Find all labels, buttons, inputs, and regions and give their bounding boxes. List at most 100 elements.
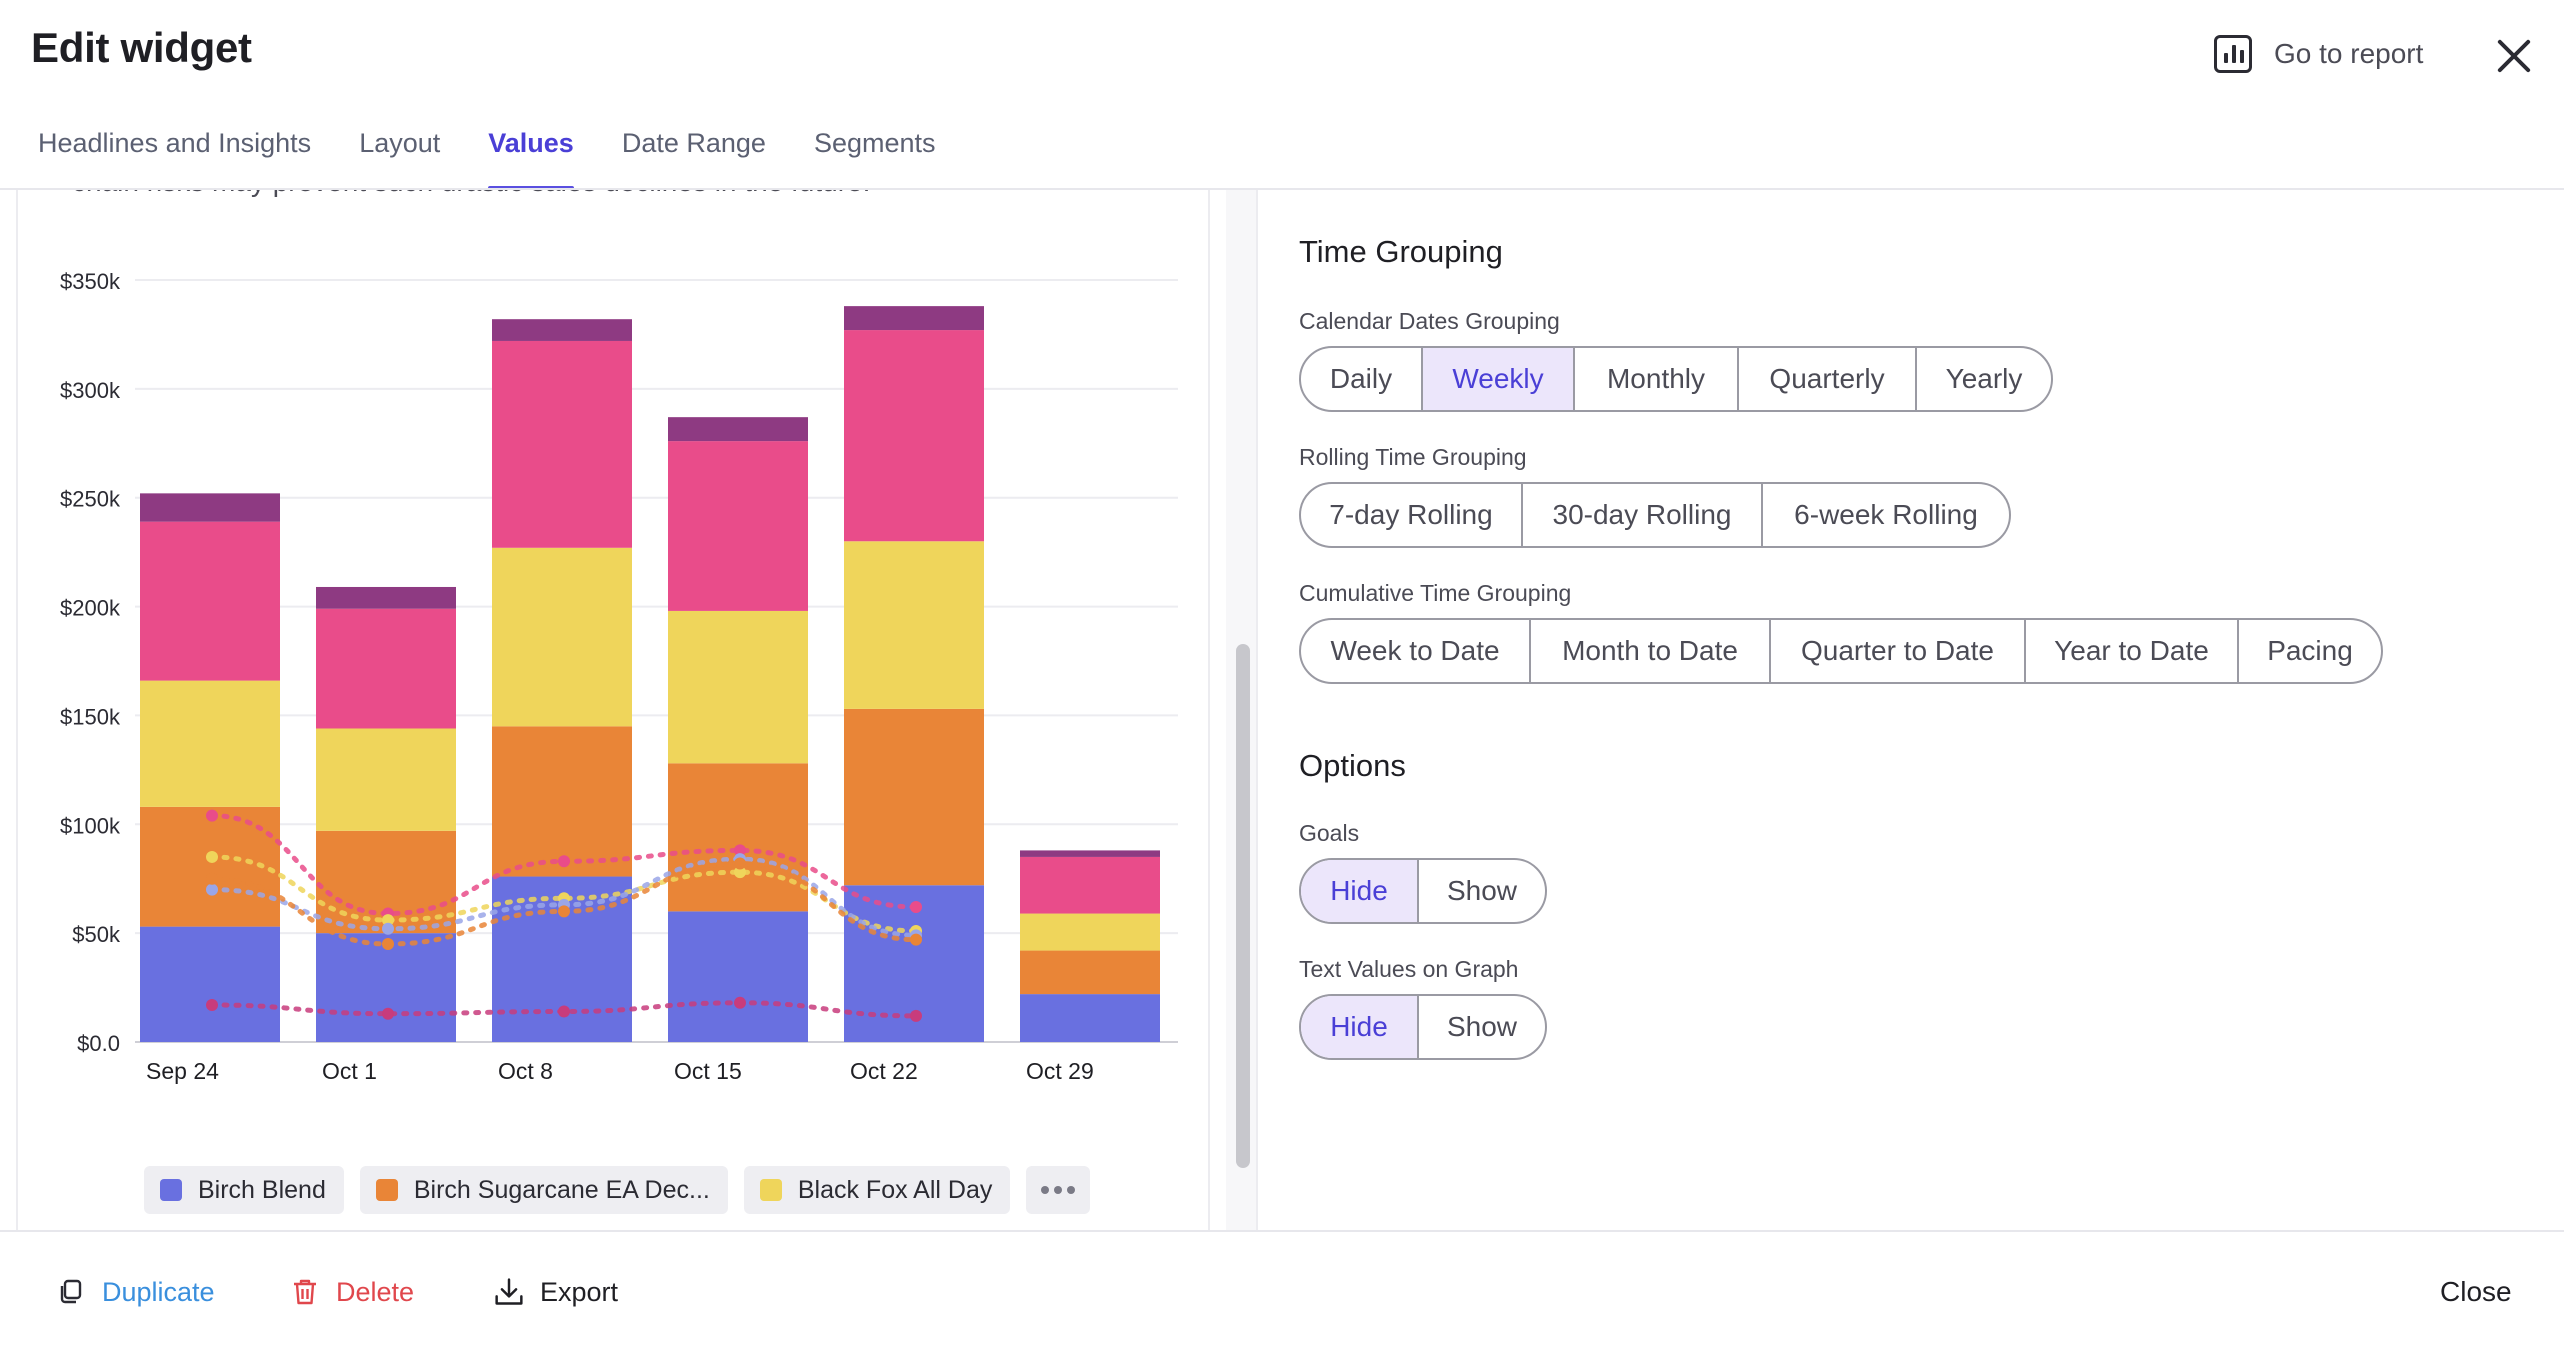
export-button[interactable]: Export xyxy=(494,1270,618,1314)
bar-segment xyxy=(668,610,808,764)
text-values-show-option[interactable]: Show xyxy=(1446,1011,1518,1042)
option-month-to-date[interactable]: Month to Date xyxy=(1531,620,1771,682)
cumulative-grouping-label: Cumulative Time Grouping xyxy=(1299,580,1572,606)
rolling-grouping-selector: 7-day Rolling 30-day Rolling 6-week Roll… xyxy=(1299,482,2011,548)
cumulative-grouping-selector: Week to Date Month to Date Quarter to Da… xyxy=(1299,618,2383,684)
bar-segment xyxy=(492,726,632,877)
time-grouping-title: Time Grouping xyxy=(1299,234,1503,269)
goal-point xyxy=(734,857,746,870)
legend-label: Birch Sugarcane EA Dec... xyxy=(413,1175,710,1204)
option-30-day-rolling[interactable]: 30-day Rolling xyxy=(1523,484,1763,546)
delete-button[interactable]: Delete xyxy=(290,1270,414,1314)
tab-date-range[interactable]: Date Range xyxy=(621,128,766,158)
go-to-report-label: Go to report xyxy=(2274,38,2424,69)
y-tick-label: $200k xyxy=(60,596,121,621)
option-quarter-to-date[interactable]: Quarter to Date xyxy=(1771,620,2026,682)
y-tick-label: $0.0 xyxy=(77,1031,120,1056)
bar-segment xyxy=(316,608,456,729)
bar-segment xyxy=(492,340,632,548)
legend-item-birch-blend[interactable]: Birch Blend xyxy=(144,1166,344,1214)
x-tick-label: Sep 24 xyxy=(146,1058,219,1084)
insight-text: chain risks may prevent such drastic sal… xyxy=(72,190,870,198)
bar-segment xyxy=(492,319,632,341)
goal-point xyxy=(382,922,394,935)
copy-icon xyxy=(60,1279,82,1304)
bar-segment xyxy=(140,493,280,522)
legend-swatch xyxy=(759,1179,782,1201)
chart-legend: Birch Blend Birch Sugarcane EA Dec... Bl… xyxy=(144,1166,1091,1214)
goals-toggle: Hide Show xyxy=(1299,858,1547,924)
go-to-report-button[interactable]: Go to report xyxy=(2214,30,2423,78)
goal-point xyxy=(206,998,218,1011)
option-week-to-date[interactable]: Week to Date xyxy=(1301,620,1531,682)
close-button[interactable]: Close xyxy=(2440,1276,2512,1307)
rolling-grouping-label: Rolling Time Grouping xyxy=(1299,444,1527,470)
x-tick-label: Oct 1 xyxy=(322,1058,377,1084)
y-tick-label: $100k xyxy=(60,813,121,838)
bar-chart-icon xyxy=(2214,35,2252,73)
option-7-day-rolling[interactable]: 7-day Rolling xyxy=(1301,484,1523,546)
option-pacing[interactable]: Pacing xyxy=(2267,635,2353,666)
option-quarterly[interactable]: Quarterly xyxy=(1739,348,1917,410)
option-6-week-rolling[interactable]: 6-week Rolling xyxy=(1794,499,1978,530)
close-icon[interactable] xyxy=(2494,36,2534,76)
goal-point xyxy=(734,866,746,879)
chart-panel: chain risks may prevent such drastic sal… xyxy=(16,190,1210,1230)
goal-point xyxy=(734,844,746,857)
option-year-to-date[interactable]: Year to Date xyxy=(2026,620,2239,682)
x-tick-label: Oct 29 xyxy=(1026,1058,1094,1084)
goals-hide-option[interactable]: Hide xyxy=(1301,860,1419,922)
bar-segment xyxy=(140,926,280,1042)
bar-segment xyxy=(1020,913,1160,951)
option-daily[interactable]: Daily xyxy=(1301,348,1423,410)
bar-segment xyxy=(316,933,456,1042)
y-tick-label: $350k xyxy=(60,269,121,294)
scrollbar-thumb[interactable] xyxy=(1236,644,1250,1168)
duplicate-button[interactable]: Duplicate xyxy=(56,1270,215,1314)
legend-swatch xyxy=(160,1179,182,1201)
more-dots-icon[interactable] xyxy=(1026,1166,1091,1214)
option-weekly[interactable]: Weekly xyxy=(1423,348,1575,410)
text-values-label: Text Values on Graph xyxy=(1299,956,1519,982)
duplicate-label: Duplicate xyxy=(102,1276,215,1307)
goal-point xyxy=(206,883,218,896)
goal-point xyxy=(382,938,394,951)
text-values-hide-option[interactable]: Hide xyxy=(1301,996,1419,1058)
goal-point xyxy=(206,850,218,863)
bar-segment xyxy=(1020,850,1160,857)
bar-segment xyxy=(1020,856,1160,914)
tab-bar: Headlines and Insights Layout Values Dat… xyxy=(38,128,936,190)
tab-layout[interactable]: Layout xyxy=(359,128,441,158)
delete-label: Delete xyxy=(336,1276,415,1307)
text-values-toggle: Hide Show xyxy=(1299,994,1547,1060)
tab-headlines-and-insights[interactable]: Headlines and Insights xyxy=(38,128,312,158)
bar-segment xyxy=(844,306,984,331)
calendar-grouping-label: Calendar Dates Grouping xyxy=(1299,308,1560,334)
bar-segment xyxy=(316,586,456,609)
legend-label: Black Fox All Day xyxy=(797,1175,993,1204)
legend-item-black-fox-all-day[interactable]: Black Fox All Day xyxy=(743,1166,1011,1214)
legend-item-birch-sugarcane[interactable]: Birch Sugarcane EA Dec... xyxy=(359,1166,728,1214)
goal-point xyxy=(382,914,394,927)
goal-line xyxy=(209,813,919,917)
bar-segment xyxy=(844,541,984,709)
y-tick-label: $150k xyxy=(60,704,121,729)
option-monthly[interactable]: Monthly xyxy=(1575,348,1739,410)
goals-show-option[interactable]: Show xyxy=(1446,875,1518,906)
goal-point xyxy=(558,855,570,868)
tab-values[interactable]: Values xyxy=(488,128,574,190)
bar-segment xyxy=(844,330,984,542)
y-tick-label: $50k xyxy=(72,922,121,947)
page-title: Edit widget xyxy=(31,24,252,71)
footer-divider xyxy=(0,1230,2564,1232)
goal-point xyxy=(206,872,218,885)
tab-segments[interactable]: Segments xyxy=(813,128,936,158)
x-tick-label: Oct 22 xyxy=(850,1058,918,1084)
goal-point xyxy=(558,1005,570,1018)
bar-segment xyxy=(140,680,280,807)
option-yearly[interactable]: Yearly xyxy=(1945,363,2023,394)
header-divider xyxy=(0,188,2564,190)
goal-point xyxy=(910,1009,922,1022)
y-tick-label: $250k xyxy=(60,487,121,512)
bar-segment xyxy=(140,521,280,681)
